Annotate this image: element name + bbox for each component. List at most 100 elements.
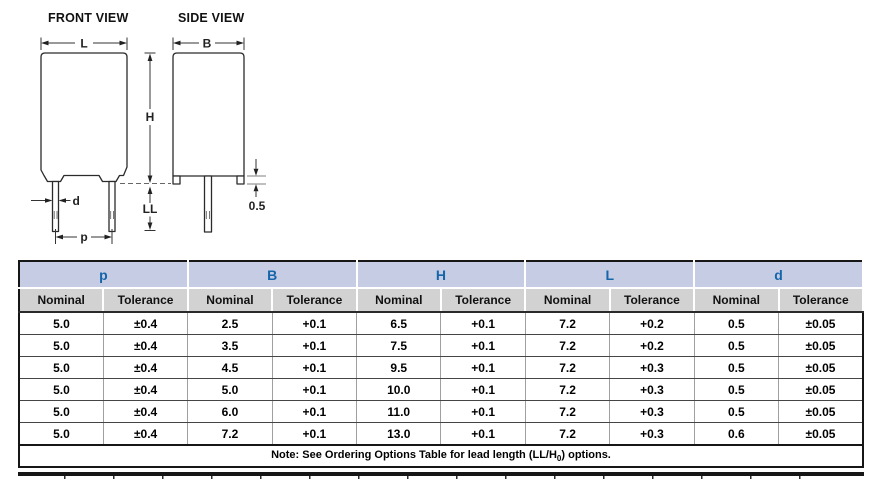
arrowhead-icon (58, 198, 66, 203)
table-cell: ±0.05 (778, 422, 864, 446)
label-standoff: 0.5 (249, 199, 266, 213)
table-cell: 5.0 (19, 400, 104, 423)
table-cell: 13.0 (356, 422, 442, 446)
table-cell: 7.2 (525, 400, 611, 423)
table-cell: 0.5 (694, 356, 780, 379)
table-cell: +0.2 (609, 312, 695, 335)
table-cell: ±0.05 (778, 400, 864, 423)
front-view-title: FRONT VIEW (48, 11, 128, 25)
table-cell: 7.2 (525, 378, 611, 401)
dim-line-p (55, 229, 113, 244)
table-cell: 10.0 (356, 378, 442, 401)
table-note: Note: See Ordering Options Table for lea… (19, 444, 863, 467)
table-cell: 5.0 (19, 312, 104, 335)
table-cell: 5.0 (19, 378, 104, 401)
arrowhead-icon (173, 40, 181, 46)
group-header-d: d (694, 261, 864, 289)
table-cell: +0.1 (272, 400, 358, 423)
table-cell: 5.0 (19, 356, 104, 379)
sub-header-tolerance: Tolerance (272, 288, 358, 313)
sub-header-nominal: Nominal (187, 288, 274, 313)
label-L: L (80, 37, 87, 51)
arrowhead-icon (147, 222, 153, 230)
table-cell: 5.0 (187, 378, 273, 401)
side-foot-left (172, 175, 181, 185)
table-cell: 7.2 (525, 334, 611, 357)
dim-line-B (172, 37, 245, 50)
sub-header-tolerance: Tolerance (103, 288, 189, 313)
table-cell: +0.2 (609, 334, 695, 357)
side-foot-right (236, 175, 245, 185)
arrowhead-icon (253, 168, 259, 176)
note-prefix: Note: See Ordering Options Table for lea… (271, 448, 557, 461)
table-row: 5.0 ±0.4 4.5 +0.1 9.5 +0.1 7.2 +0.3 0.5 ±0.05 (19, 356, 864, 379)
table-cell: 6.0 (187, 400, 273, 423)
front-lead-right (108, 180, 116, 233)
note-subscript: 0 (556, 454, 562, 464)
front-lead-left (51, 180, 60, 233)
label-B: B (203, 37, 212, 51)
arrowhead-icon (236, 40, 244, 46)
table-cell: +0.1 (272, 312, 358, 335)
table-cell: +0.1 (272, 378, 358, 401)
table-cell: ±0.05 (778, 312, 864, 335)
table-cell: +0.1 (272, 334, 358, 357)
table-cell: 0.5 (694, 400, 780, 423)
side-lead (203, 175, 213, 233)
table-cell: 0.6 (694, 422, 780, 446)
table-cell: 7.2 (525, 356, 611, 379)
table-cell: 0.5 (694, 312, 780, 335)
table-cell: 5.0 (19, 334, 104, 357)
table-cell: +0.1 (272, 422, 358, 446)
dim-line-LL (144, 194, 156, 231)
arrowhead-icon (253, 184, 259, 192)
next-table-top-edge (18, 472, 864, 480)
group-header-H: H (356, 261, 527, 289)
table-cell: +0.1 (440, 312, 526, 335)
table-cell: 7.2 (525, 312, 611, 335)
table-cell: +0.1 (440, 356, 526, 379)
table-cell: 0.5 (694, 334, 780, 357)
table-cell: +0.3 (609, 356, 695, 379)
label-d: d (73, 194, 80, 208)
sub-header-tolerance: Tolerance (778, 288, 865, 313)
arrowhead-icon (104, 234, 112, 240)
table-cell: ±0.05 (778, 334, 864, 357)
sub-header-tolerance: Tolerance (609, 288, 696, 313)
sub-header-tolerance: Tolerance (440, 288, 527, 313)
lead-shading (205, 211, 210, 219)
table-row: 5.0 ±0.4 3.5 +0.1 7.5 +0.1 7.2 +0.2 0.5 ±0.05 (19, 334, 864, 357)
table-cell: ±0.05 (778, 356, 864, 379)
group-header-L: L (525, 261, 696, 289)
table-cell: 6.5 (356, 312, 442, 335)
table-cell: ±0.05 (778, 378, 864, 401)
label-H: H (146, 110, 155, 124)
arrowhead-icon (119, 40, 127, 46)
table-row: 5.0 ±0.4 6.0 +0.1 11.0 +0.1 7.2 +0.3 0.5 ±0.05 (19, 400, 864, 423)
table-row: 5.0 ±0.4 5.0 +0.1 10.0 +0.1 7.2 +0.3 0.5 ±0.05 (19, 378, 864, 401)
sub-header-nominal: Nominal (525, 288, 611, 313)
table-cell: +0.3 (609, 422, 695, 446)
arrowhead-icon (147, 53, 153, 61)
side-body-outline (172, 52, 245, 177)
table-row: 5.0 ±0.4 2.5 +0.1 6.5 +0.1 7.2 +0.2 0.5 ±0.05 (19, 312, 864, 335)
arrowhead-icon (41, 40, 49, 46)
dimension-table: p B H L d Nominal Tolerance Nominal Tole… (18, 260, 865, 468)
dim-line-L (40, 37, 128, 50)
label-LL: LL (143, 202, 158, 216)
table-cell: ±0.4 (103, 378, 189, 401)
label-p: p (80, 230, 87, 244)
table-cell: ±0.4 (103, 356, 189, 379)
arrowhead-icon (55, 234, 63, 240)
table-cell: 2.5 (187, 312, 273, 335)
note-row: Note: See Ordering Options Table for lea… (19, 444, 863, 467)
component-dimension-drawing: FRONT VIEW SIDE VIEW L d p H L (31, 11, 266, 244)
table-cell: ±0.4 (103, 422, 189, 446)
table-cell: 7.2 (187, 422, 273, 446)
table-cell: 11.0 (356, 400, 442, 423)
sub-header-nominal: Nominal (356, 288, 442, 313)
table-cell: 0.5 (694, 378, 780, 401)
arrowhead-icon (147, 186, 153, 194)
dimension-table-body: 5.0 ±0.4 2.5 +0.1 6.5 +0.1 7.2 +0.2 0.5 ±0.05 5.0 ±… (19, 312, 864, 446)
table-cell: 5.0 (19, 422, 104, 446)
